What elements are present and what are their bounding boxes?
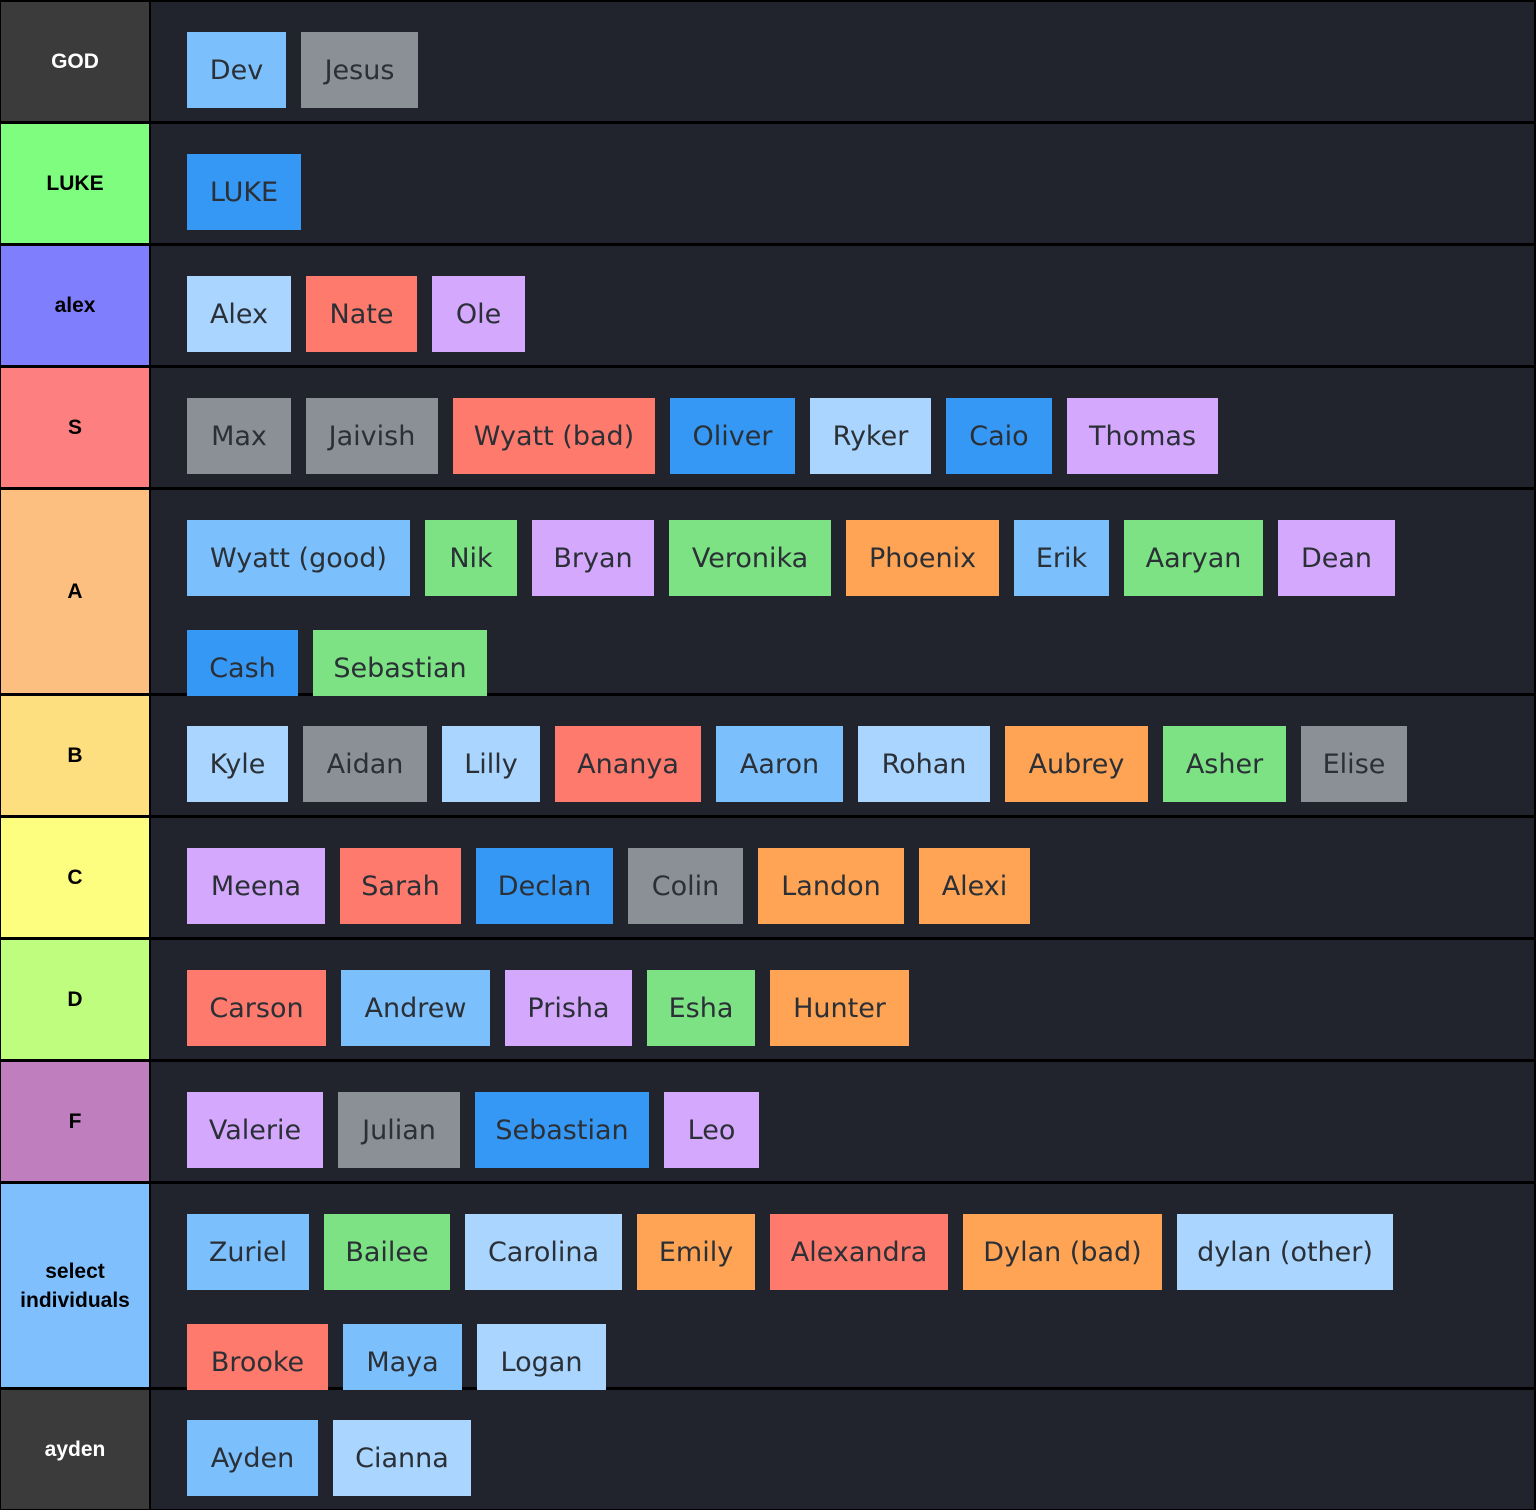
tier-item-chip[interactable]: Aubrey [1005, 726, 1148, 802]
tier-item-chip[interactable]: Oliver [670, 398, 795, 474]
tier-item-chip[interactable]: Asher [1163, 726, 1286, 802]
tier-items-area[interactable]: Valerie Julian Sebastian Leo [151, 1062, 1534, 1181]
tier-item-chip[interactable]: Alexandra [770, 1214, 948, 1290]
tier-item-chip[interactable]: Leo [664, 1092, 759, 1168]
tier-row: D Carson Andrew Prisha Esha Hunter [0, 940, 1536, 1059]
tier-item-chip[interactable]: Jaivish [306, 398, 438, 474]
tier-item-chip[interactable]: Colin [628, 848, 743, 924]
tier-row: S Max Jaivish Wyatt (bad) Oliver Ryker Caio Tho… [0, 368, 1536, 487]
tier-item-chip[interactable]: Rohan [858, 726, 990, 802]
tier-item-chip[interactable]: Prisha [505, 970, 632, 1046]
tier-item-chip[interactable]: Erik [1014, 520, 1109, 596]
tier-item-chip[interactable]: Cianna [333, 1420, 471, 1496]
tier-item-chip[interactable]: Wyatt (good) [187, 520, 410, 596]
tier-item-chip[interactable]: Alexi [919, 848, 1030, 924]
tier-label[interactable]: C [1, 818, 149, 937]
tier-item-chip[interactable]: Sebastian [313, 630, 487, 706]
tier-label[interactable]: LUKE [1, 124, 149, 243]
tier-item-chip[interactable]: Carolina [465, 1214, 622, 1290]
tier-item-chip[interactable]: Lilly [442, 726, 540, 802]
tier-label[interactable]: F [1, 1062, 149, 1181]
tier-item-chip[interactable]: Dev [187, 32, 286, 108]
tier-item-chip[interactable]: Aidan [303, 726, 427, 802]
tier-row: GOD Dev Jesus [0, 2, 1536, 121]
tier-row: B Kyle Aidan Lilly Ananya Aaron Rohan Aubrey Ash… [0, 696, 1536, 815]
tier-item-chip[interactable]: Hunter [770, 970, 909, 1046]
tier-item-chip[interactable]: Sarah [340, 848, 461, 924]
tier-item-chip[interactable]: Wyatt (bad) [453, 398, 655, 474]
tier-label[interactable]: S [1, 368, 149, 487]
tier-item-chip[interactable]: Meena [187, 848, 325, 924]
tier-item-chip[interactable]: Nate [306, 276, 417, 352]
tier-label[interactable]: D [1, 940, 149, 1059]
tier-label[interactable]: alex [1, 246, 149, 365]
tier-items-area[interactable]: Zuriel Bailee Carolina Emily Alexandra Dylan … [151, 1184, 1534, 1400]
tier-item-chip[interactable]: Bryan [532, 520, 654, 596]
tier-label[interactable]: B [1, 696, 149, 815]
tier-item-chip[interactable]: Max [187, 398, 291, 474]
tier-item-chip[interactable]: Zuriel [187, 1214, 309, 1290]
tier-item-chip[interactable]: Aaron [716, 726, 843, 802]
tier-item-chip[interactable]: Ryker [810, 398, 931, 474]
tier-items-area[interactable]: Max Jaivish Wyatt (bad) Oliver Ryker Caio Thom… [151, 368, 1534, 487]
tier-row: select individuals Zuriel Bailee Carolina Em… [0, 1184, 1536, 1400]
tier-item-chip[interactable]: Nik [425, 520, 517, 596]
tier-item-chip[interactable]: Elise [1301, 726, 1407, 802]
tier-items-area[interactable]: LUKE [151, 124, 1534, 243]
tier-item-chip[interactable]: Ananya [555, 726, 701, 802]
tier-item-chip[interactable]: Ayden [187, 1420, 318, 1496]
tier-item-chip[interactable]: Aaryan [1124, 520, 1263, 596]
tier-item-chip[interactable]: Cash [187, 630, 298, 706]
tier-item-chip[interactable]: Caio [946, 398, 1052, 474]
tier-label[interactable]: GOD [1, 2, 149, 121]
tier-item-chip[interactable]: Brooke [187, 1324, 328, 1400]
tier-item-chip[interactable]: Bailee [324, 1214, 450, 1290]
tier-items-area[interactable]: Wyatt (good) Nik Bryan Veronika Phoenix Erik A… [151, 490, 1534, 706]
tier-row: A Wyatt (good) Nik Bryan Veronika Phoenix Erik… [0, 490, 1536, 706]
tier-item-chip[interactable]: Landon [758, 848, 904, 924]
tier-row: ayden Ayden Cianna [0, 1390, 1536, 1509]
tier-item-chip[interactable]: Logan [477, 1324, 606, 1400]
tier-label[interactable]: ayden [1, 1390, 149, 1509]
tier-item-chip[interactable]: LUKE [187, 154, 301, 230]
tier-item-chip[interactable]: dylan (other) [1177, 1214, 1393, 1290]
tier-item-chip[interactable]: Maya [343, 1324, 462, 1400]
tier-item-chip[interactable]: Esha [647, 970, 755, 1046]
tier-item-chip[interactable]: Dylan (bad) [963, 1214, 1162, 1290]
tier-item-chip[interactable]: Carson [187, 970, 326, 1046]
tier-item-chip[interactable]: Kyle [187, 726, 288, 802]
tier-item-chip[interactable]: Veronika [669, 520, 831, 596]
tier-item-chip[interactable]: Sebastian [475, 1092, 649, 1168]
tier-items-area[interactable]: Meena Sarah Declan Colin Landon Alexi [151, 818, 1534, 937]
tier-row: LUKE LUKE [0, 124, 1536, 243]
tier-item-chip[interactable]: Julian [338, 1092, 460, 1168]
tier-items-area[interactable]: Kyle Aidan Lilly Ananya Aaron Rohan Aubrey Ashe… [151, 696, 1534, 815]
tier-item-chip[interactable]: Phoenix [846, 520, 999, 596]
tier-items-area[interactable]: Carson Andrew Prisha Esha Hunter [151, 940, 1534, 1059]
tier-item-chip[interactable]: Jesus [301, 32, 418, 108]
tier-row: F Valerie Julian Sebastian Leo [0, 1062, 1536, 1181]
tier-items-area[interactable]: Alex Nate Ole [151, 246, 1534, 365]
tier-label[interactable]: A [1, 490, 149, 693]
tier-item-chip[interactable]: Ole [432, 276, 525, 352]
tier-item-chip[interactable]: Andrew [341, 970, 490, 1046]
tier-item-chip[interactable]: Emily [637, 1214, 755, 1290]
tier-item-chip[interactable]: Alex [187, 276, 291, 352]
tier-items-area[interactable]: Ayden Cianna [151, 1390, 1534, 1509]
tier-item-chip[interactable]: Declan [476, 848, 613, 924]
tier-item-chip[interactable]: Dean [1278, 520, 1395, 596]
tier-item-chip[interactable]: Thomas [1067, 398, 1218, 474]
tier-item-chip[interactable]: Valerie [187, 1092, 323, 1168]
tier-row: alex Alex Nate Ole [0, 246, 1536, 365]
tier-items-area[interactable]: Dev Jesus [151, 2, 1534, 121]
tier-row: C Meena Sarah Declan Colin Landon Alexi [0, 818, 1536, 937]
tier-label[interactable]: select individuals [1, 1184, 149, 1387]
